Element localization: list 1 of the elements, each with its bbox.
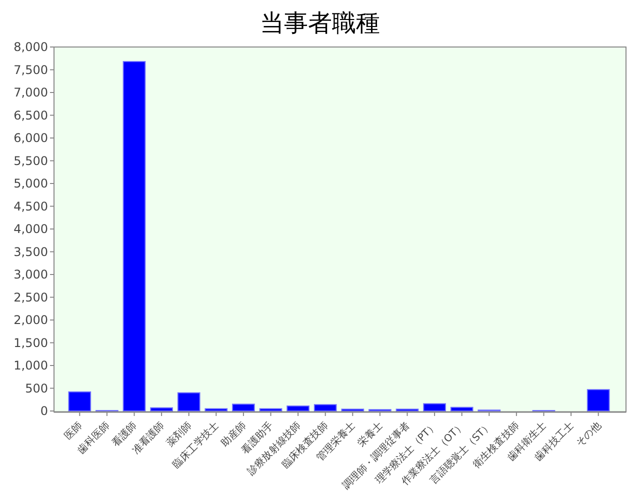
title: 当事者職種 <box>260 9 380 37</box>
